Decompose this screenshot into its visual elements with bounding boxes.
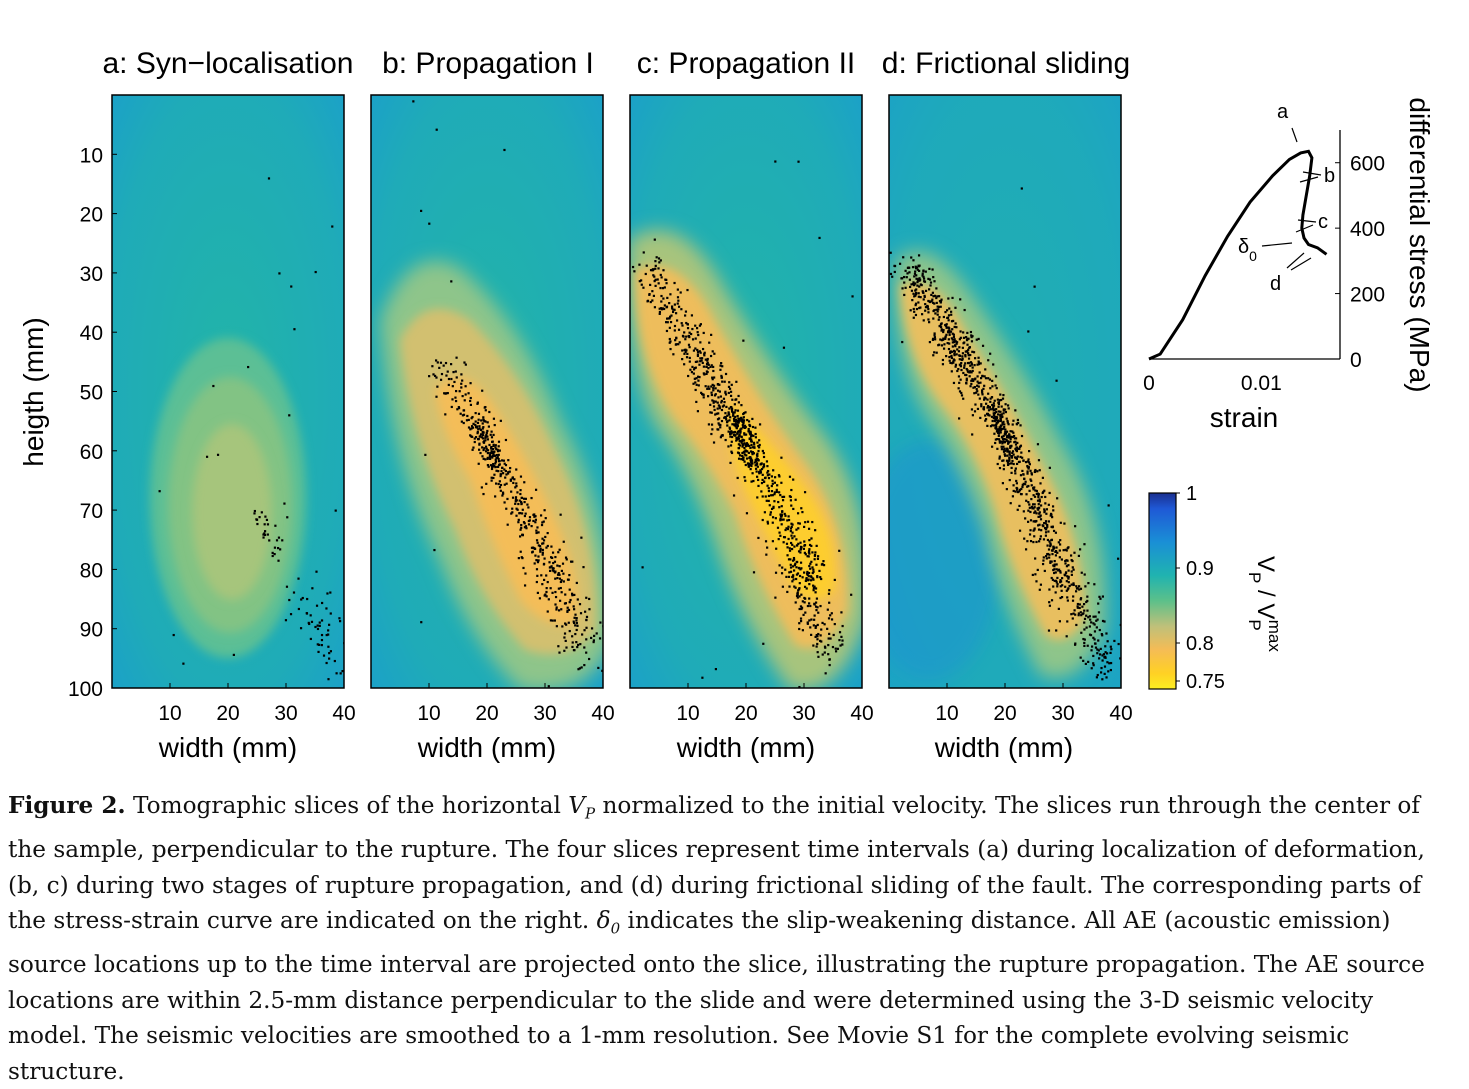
panel-a-x-tick-10: 10: [158, 702, 181, 725]
panel-b-x-label: width (mm): [417, 732, 556, 763]
ss-y-tick-200: 200: [1350, 284, 1385, 307]
y-tick-50: 50: [80, 382, 103, 405]
caption-text-2: normalized to the initial velocity. The …: [8, 792, 1425, 935]
y-tick-100: 100: [68, 678, 103, 701]
panel-d: d: Frictional sliding 10 20 30 40 width (mm…: [882, 47, 1133, 763]
ss-y-tick-400: 400: [1350, 218, 1385, 241]
y-tick-40: 40: [80, 322, 103, 345]
panel-a-title: a: Syn−localisation: [103, 47, 354, 80]
annotation-delta0: δ0: [1238, 236, 1257, 264]
panel-c-x-tick-40: 40: [850, 702, 873, 725]
y-tick-20: 20: [80, 204, 103, 227]
annotation-b: b: [1324, 165, 1335, 187]
panel-a-x-tick-40: 40: [332, 702, 355, 725]
panel-c-x-tick-20: 20: [734, 702, 757, 725]
svg-text:VP / VPmax: VP / VPmax: [1245, 556, 1284, 652]
annotation-d: d: [1270, 273, 1281, 295]
panel-c-ae-events: [631, 160, 854, 688]
y-tick-90: 90: [80, 619, 103, 642]
caption-vp: VP: [568, 792, 596, 823]
ss-y-tick-600: 600: [1350, 153, 1385, 176]
panel-c-x-label: width (mm): [676, 732, 815, 763]
panel-b-title: b: Propagation I: [382, 47, 594, 80]
panel-a-x-label: width (mm): [158, 732, 297, 763]
y-axis-label: heigth (mm): [18, 317, 49, 466]
stress-strain-y-label: differential stress (MPa): [1404, 97, 1435, 392]
panel-c-title: c: Propagation II: [637, 47, 855, 80]
ss-y-tick-0: 0: [1350, 349, 1362, 372]
figure-caption: Figure 2. Tomographic slices of the hori…: [8, 788, 1448, 1089]
colorbar-tick-1: 1: [1186, 483, 1197, 505]
caption-text-1: Tomographic slices of the horizontal: [125, 792, 569, 819]
panel-d-x-ticks: 10 20 30 40: [935, 683, 1133, 725]
panel-d-x-tick-10: 10: [935, 702, 958, 725]
panel-c-x-tick-10: 10: [676, 702, 699, 725]
panel-a-x-tick-30: 30: [274, 702, 297, 725]
panel-b-x-tick-40: 40: [591, 702, 614, 725]
y-tick-labels: 10 20 30 40 50 60 70 80 90 100: [68, 144, 103, 701]
ss-x-tick-0: 0: [1143, 372, 1155, 395]
annotation-a: a: [1277, 101, 1289, 123]
colorbar: 1 0.9 0.8 0.75 VP / VPmax: [1148, 483, 1284, 693]
y-tick-30: 30: [80, 263, 103, 286]
y-tick-70: 70: [80, 500, 103, 523]
colorbar-tick-0.9: 0.9: [1186, 558, 1214, 580]
panel-d-title: d: Frictional sliding: [882, 47, 1130, 80]
y-tick-80: 80: [80, 559, 103, 582]
y-tick-10: 10: [80, 144, 103, 167]
panel-d-blue-region: [889, 440, 1000, 680]
colorbar-label: VP / VPmax: [1245, 556, 1284, 652]
panel-b: b: Propagation I 10 20 30 40 width (mm): [370, 47, 615, 763]
colorbar-tick-0.8: 0.8: [1186, 633, 1214, 655]
colorbar-gradient: [1148, 492, 1177, 690]
panel-d-x-tick-40: 40: [1109, 702, 1132, 725]
panel-d-ae-events: [889, 187, 1121, 681]
panel-d-x-label: width (mm): [934, 732, 1073, 763]
panel-a: a: Syn−localisation 10 20 30 40 width (mm): [103, 47, 356, 763]
stress-strain-x-ticks: 0 0.01: [1143, 372, 1282, 395]
panel-c: c: Propagation II 10 20 30 40 width (mm): [629, 47, 874, 763]
colorbar-tick-0.75: 0.75: [1186, 671, 1225, 693]
panel-b-x-tick-10: 10: [417, 702, 440, 725]
panel-b-x-ticks: 10 20 30 40: [417, 683, 615, 725]
stress-strain-x-label: strain: [1210, 402, 1278, 433]
panel-a-x-tick-20: 20: [216, 702, 239, 725]
annotation-c: c: [1318, 211, 1328, 233]
panel-a-ae-events: [158, 177, 344, 681]
panel-a-x-ticks: 10 20 30 40: [158, 683, 356, 725]
y-tick-60: 60: [80, 441, 103, 464]
stress-strain-y-ticks: 0 200 400 600: [1335, 153, 1385, 372]
panel-b-x-tick-20: 20: [475, 702, 498, 725]
panel-c-x-ticks: 10 20 30 40: [676, 683, 874, 725]
panel-d-anomaly-inner: [900, 282, 1085, 640]
stress-strain-curve: [1148, 149, 1328, 361]
panel-d-x-tick-30: 30: [1051, 702, 1074, 725]
panel-b-ae-events: [412, 100, 603, 688]
caption-text-3: indicates the slip-weakening distance. A…: [8, 907, 1425, 1085]
panel-c-x-tick-30: 30: [792, 702, 815, 725]
caption-delta0: δ0: [596, 907, 621, 938]
panel-d-x-tick-20: 20: [993, 702, 1016, 725]
caption-label: Figure 2.: [8, 792, 126, 819]
panel-b-anomaly-inner: [435, 377, 578, 626]
panel-a-anomaly-inner: [192, 424, 272, 600]
ss-x-tick-0.01: 0.01: [1241, 372, 1282, 395]
panel-b-x-tick-30: 30: [533, 702, 556, 725]
